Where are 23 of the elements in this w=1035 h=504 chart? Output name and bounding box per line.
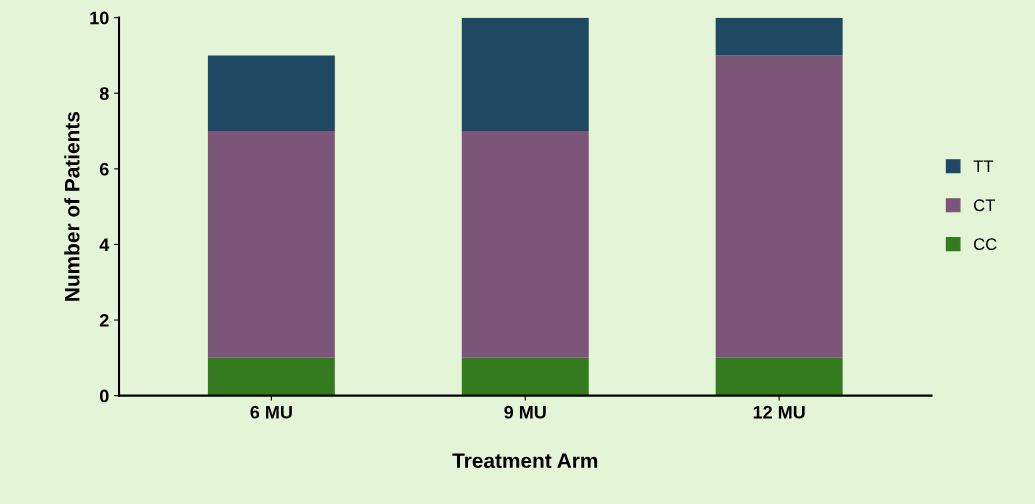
bar <box>715 357 843 396</box>
y-tick-label: 6 <box>99 162 109 176</box>
bar <box>461 357 589 396</box>
x-tick-label: 12 MU <box>753 405 805 419</box>
y-axis-title: Number of Patients <box>64 111 80 301</box>
bar <box>715 55 843 358</box>
bar <box>715 17 843 56</box>
bar <box>461 17 589 132</box>
x-axis-title: Treatment Arm <box>452 453 598 469</box>
bar <box>461 131 589 358</box>
bar <box>207 131 335 358</box>
x-tick-label: 9 MU <box>504 405 546 419</box>
legend-label: CT <box>974 199 995 212</box>
y-tick-label: 4 <box>99 238 110 251</box>
y-tick-label: 0 <box>99 389 109 403</box>
legend-label: CC <box>974 238 997 251</box>
bar <box>207 55 335 132</box>
legend-label: TT <box>973 160 994 173</box>
bar <box>207 357 335 396</box>
y-tick-label: 10 <box>90 11 109 25</box>
y-tick-label: 2 <box>99 313 109 327</box>
x-tick-label: 6 MU <box>250 405 292 419</box>
y-tick-label: 8 <box>99 87 109 100</box>
